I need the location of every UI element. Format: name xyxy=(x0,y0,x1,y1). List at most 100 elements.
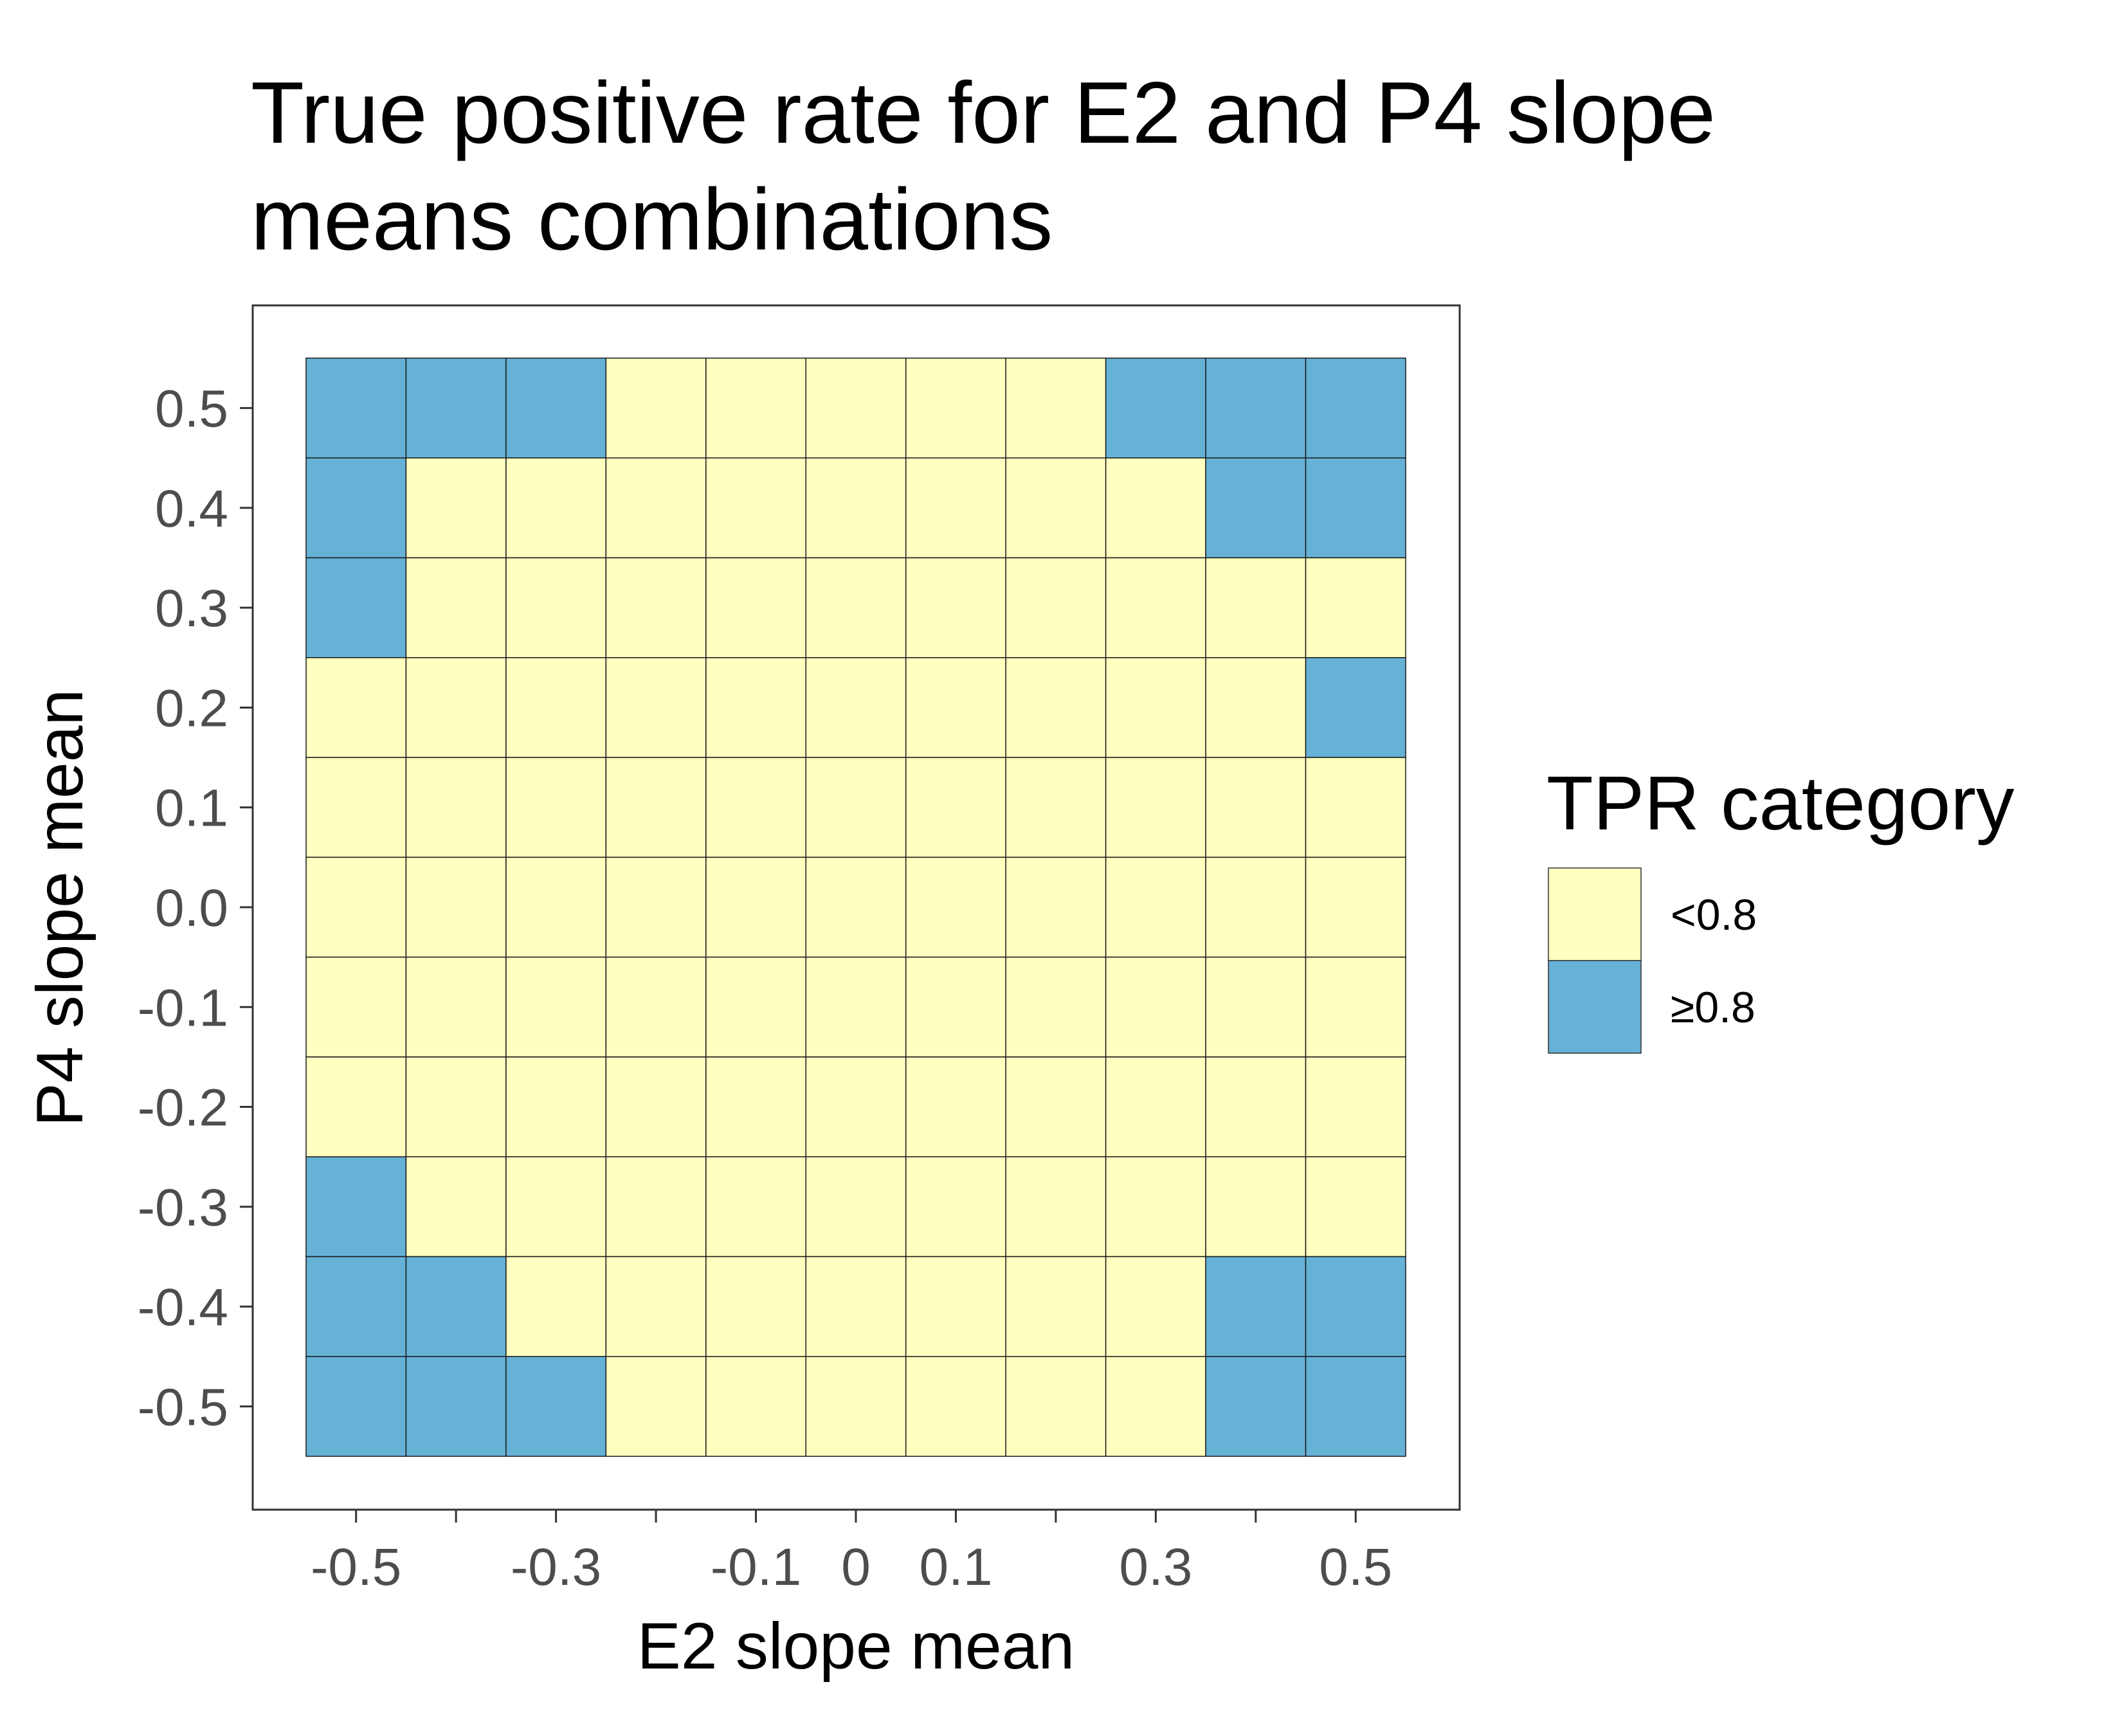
heatmap-cell xyxy=(1205,457,1307,559)
heatmap-cell xyxy=(705,856,807,958)
legend-label-below-0.8: <0.8 xyxy=(1671,891,1757,939)
heatmap-cell xyxy=(1205,757,1307,858)
heatmap-cell xyxy=(1105,1256,1206,1357)
legend-title: TPR category xyxy=(1546,761,2015,846)
heatmap-cell xyxy=(605,657,707,758)
heatmap-cell xyxy=(305,357,407,459)
heatmap-cell xyxy=(1005,1256,1107,1357)
heatmap-cell xyxy=(1105,557,1206,658)
heatmap-cell xyxy=(505,856,607,958)
x-tick-label: 0.5 xyxy=(1319,1538,1392,1596)
heatmap-cell xyxy=(1305,1355,1406,1457)
chart-title-line-1: True positive rate for E2 and P4 slope xyxy=(251,64,1716,161)
y-tick-label: -0.1 xyxy=(138,979,228,1037)
heatmap-cell xyxy=(905,757,1006,858)
heatmap-cell xyxy=(1205,856,1307,958)
heatmap-cell xyxy=(1205,1156,1307,1258)
heatmap-cell xyxy=(705,1056,807,1157)
y-axis: 0.5 0.4 0.3 0.2 0.1 0.0 -0.1 -0.2 -0.3 -0.4 -0.5 xyxy=(138,380,253,1436)
x-axis-label: E2 slope mean xyxy=(637,1609,1075,1683)
heatmap-cell xyxy=(305,1156,407,1258)
y-axis-label: P4 slope mean xyxy=(23,689,96,1126)
heatmap-cell xyxy=(505,1056,607,1157)
y-tick-label: 0.3 xyxy=(155,579,228,638)
heatmap-cell xyxy=(605,1056,707,1157)
heatmap-cell xyxy=(305,757,407,858)
heatmap-cell xyxy=(505,557,607,658)
heatmap-cell xyxy=(705,357,807,459)
x-axis: -0.5 -0.3 -0.1 0 0.1 0.3 0.5 xyxy=(311,1510,1392,1596)
x-tick-label: 0.1 xyxy=(919,1538,992,1596)
heatmap-cell xyxy=(1305,757,1406,858)
heatmap-cell xyxy=(505,1156,607,1258)
heatmap-cell xyxy=(1205,1256,1307,1357)
heatmap-cell xyxy=(305,1355,407,1457)
heatmap-cell xyxy=(405,757,507,858)
heatmap-cell xyxy=(805,956,907,1058)
x-tick-label: -0.1 xyxy=(711,1538,801,1596)
heatmap-cell xyxy=(1005,657,1107,758)
heatmap-cell xyxy=(805,557,907,658)
heatmap-cell xyxy=(705,557,807,658)
heatmap-cell xyxy=(605,1355,707,1457)
heatmap-cell xyxy=(905,856,1006,958)
heatmap-cell xyxy=(1105,457,1206,559)
heatmap-cell xyxy=(305,1256,407,1357)
heatmap-cell xyxy=(305,1056,407,1157)
heatmap-cell xyxy=(805,1256,907,1357)
heatmap-cell xyxy=(605,1256,707,1357)
heatmap-cell xyxy=(1305,657,1406,758)
heatmap-cell xyxy=(505,956,607,1058)
heatmap-cell xyxy=(1205,357,1307,459)
heatmap-cell xyxy=(1105,1056,1206,1157)
heatmap-cell xyxy=(705,1256,807,1357)
x-tick-label: -0.3 xyxy=(511,1538,601,1596)
heatmap-cell xyxy=(305,956,407,1058)
heatmap-cell xyxy=(505,357,607,459)
heatmap-cell xyxy=(1205,557,1307,658)
heatmap-cell xyxy=(705,757,807,858)
heatmap-cell xyxy=(1005,956,1107,1058)
chart-title: True positive rate for E2 and P4 slope m… xyxy=(251,64,1716,268)
heatmap-cell xyxy=(1005,457,1107,559)
heatmap-cell xyxy=(905,657,1006,758)
heatmap-cells xyxy=(305,357,1406,1457)
heatmap-cell xyxy=(405,1056,507,1157)
heatmap-cell xyxy=(405,956,507,1058)
heatmap-cell xyxy=(905,557,1006,658)
heatmap-cell xyxy=(505,657,607,758)
heatmap-cell xyxy=(1105,1355,1206,1457)
heatmap-cell xyxy=(705,956,807,1058)
y-tick-label: -0.5 xyxy=(138,1378,228,1436)
heatmap-cell xyxy=(1205,1355,1307,1457)
heatmap-cell xyxy=(605,856,707,958)
heatmap-cell xyxy=(1305,557,1406,658)
heatmap-cell xyxy=(805,357,907,459)
heatmap-cell xyxy=(605,956,707,1058)
heatmap-cell xyxy=(605,1156,707,1258)
heatmap-cell xyxy=(405,1355,507,1457)
y-tick-label: -0.4 xyxy=(138,1278,228,1337)
heatmap-cell xyxy=(305,856,407,958)
heatmap-cell xyxy=(1105,657,1206,758)
y-tick-label: -0.2 xyxy=(138,1079,228,1137)
y-tick-label: -0.3 xyxy=(138,1179,228,1237)
legend-label-at-least-0.8: ≥0.8 xyxy=(1671,983,1755,1032)
heatmap-cell xyxy=(305,457,407,559)
heatmap-cell xyxy=(405,1256,507,1357)
heatmap-cell xyxy=(905,457,1006,559)
heatmap-cell xyxy=(605,457,707,559)
heatmap-cell xyxy=(805,1355,907,1457)
heatmap-cell xyxy=(1105,1156,1206,1258)
heatmap-cell xyxy=(405,457,507,559)
heatmap-cell xyxy=(805,757,907,858)
heatmap-cell xyxy=(1005,1355,1107,1457)
heatmap-cell xyxy=(405,357,507,459)
x-tick-label: -0.5 xyxy=(311,1538,401,1596)
legend-key-at-least-0.8 xyxy=(1548,960,1642,1054)
heatmap-cell xyxy=(705,1355,807,1457)
heatmap-cell xyxy=(805,856,907,958)
heatmap-cell xyxy=(905,1256,1006,1357)
heatmap-cell xyxy=(605,757,707,858)
heatmap-cell xyxy=(605,357,707,459)
